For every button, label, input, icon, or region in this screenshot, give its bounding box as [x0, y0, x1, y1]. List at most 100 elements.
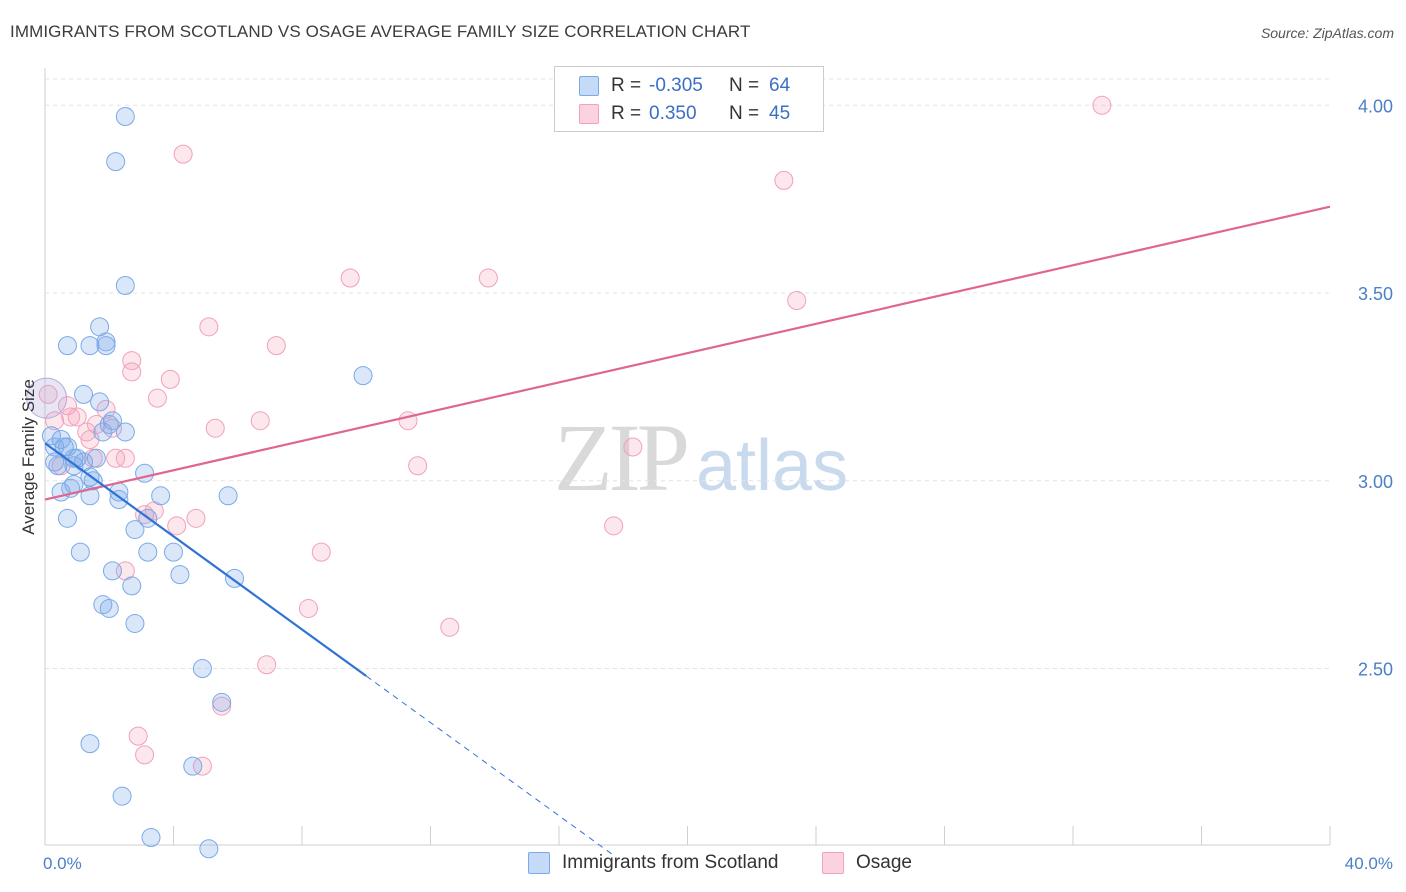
- osage-point: [45, 411, 65, 431]
- stats-legend-row-scotland: R = -0.305 N = 64: [579, 73, 790, 99]
- osage-point: [77, 422, 97, 442]
- scotland-point: [218, 486, 238, 506]
- scotland-point: [109, 490, 129, 510]
- trend-lines: [44, 205, 1331, 856]
- tick-labels: 2.50 3.00 3.50 4.00 0.0% 40.0%: [43, 96, 1393, 873]
- scotland-point: [199, 839, 219, 859]
- osage-point: [199, 317, 219, 337]
- scotland-point: [70, 542, 90, 562]
- osage-point: [38, 384, 58, 404]
- osage-legend-swatch: [822, 852, 844, 874]
- axes: [44, 68, 1331, 846]
- scotland-point: [125, 613, 145, 633]
- scotland-point: [57, 336, 77, 356]
- scotland-point: [125, 520, 145, 540]
- scotland-point: [83, 471, 103, 491]
- legend-label-scotland: Immigrants from Scotland: [562, 852, 779, 873]
- scotland-point: [57, 508, 77, 528]
- r-label: R =: [611, 103, 642, 124]
- scotland-point: [138, 542, 158, 562]
- scotland-point: [80, 336, 100, 356]
- n-value: 45: [769, 103, 791, 124]
- scotland-point: [57, 437, 77, 457]
- r-label: R =: [611, 75, 642, 96]
- scotland-point: [212, 692, 232, 712]
- scotland-point: [102, 411, 122, 431]
- osage-point: [440, 617, 460, 637]
- watermark-atlas: atlas: [696, 426, 849, 506]
- scotland-point: [192, 659, 212, 679]
- watermark-zip: ZIP: [554, 404, 690, 511]
- y-tick-label: 3.00: [1358, 472, 1393, 492]
- scotland-point: [151, 486, 171, 506]
- r-value: 0.350: [649, 103, 697, 124]
- osage-point: [298, 598, 318, 618]
- osage-points: [38, 95, 1112, 776]
- osage-point: [250, 411, 270, 431]
- zipatlas-watermark: ZIP atlas: [554, 402, 848, 513]
- chart-source: Source: ZipAtlas.com: [1260, 25, 1394, 41]
- n-value: 64: [769, 75, 791, 96]
- scotland-point: [74, 384, 94, 404]
- scotland-point: [45, 452, 65, 472]
- osage-point: [311, 542, 331, 562]
- scotland-point: [67, 448, 87, 468]
- scotland-point: [112, 786, 132, 806]
- osage-point: [604, 516, 624, 536]
- scotland-point: [102, 561, 122, 581]
- scotland-point: [99, 414, 119, 434]
- osage-point: [257, 655, 277, 675]
- n-label: N =: [729, 103, 760, 124]
- osage-point: [266, 336, 286, 356]
- scotland-point: [353, 366, 373, 386]
- osage-point: [67, 407, 87, 427]
- y-tick-label: 4.00: [1358, 96, 1393, 116]
- osage-point: [167, 516, 187, 536]
- osage-point: [787, 291, 807, 311]
- osage-point: [186, 508, 206, 528]
- osage-point: [96, 399, 116, 419]
- osage-point: [147, 388, 167, 408]
- chart-title: IMMIGRANTS FROM SCOTLAND VS OSAGE AVERAG…: [10, 22, 751, 41]
- scotland-point: [115, 107, 135, 127]
- scotland-trend-line: [44, 442, 367, 677]
- scotland-point: [90, 392, 110, 412]
- scotland-point: [141, 827, 161, 847]
- osage-point: [102, 418, 122, 438]
- scotland-legend-swatch: [528, 852, 550, 874]
- osage-point: [106, 448, 126, 468]
- scotland-points: [26, 107, 373, 859]
- osage-point: [478, 268, 498, 288]
- osage-point: [128, 726, 148, 746]
- scotland-point: [115, 276, 135, 296]
- scotland-point: [106, 152, 126, 172]
- osage-point: [160, 369, 180, 389]
- stats-legend: R = -0.305 N = 64 R = 0.350 N = 45: [554, 66, 824, 132]
- r-value: -0.305: [649, 75, 703, 96]
- osage-point: [623, 437, 643, 457]
- scotland-point: [99, 598, 119, 618]
- osage-point: [340, 268, 360, 288]
- scotland-point: [164, 542, 183, 562]
- x-tick-label: 0.0%: [43, 854, 82, 873]
- osage-point: [205, 418, 225, 438]
- osage-point: [122, 351, 142, 371]
- x-tick-label: 40.0%: [1345, 854, 1393, 873]
- osage-trend-line: [44, 205, 1331, 501]
- scotland-point: [93, 595, 113, 615]
- osage-point: [122, 362, 142, 382]
- series-legend: Immigrants from Scotland Osage: [0, 852, 1406, 878]
- osage-point: [61, 407, 81, 427]
- osage-point: [774, 170, 794, 190]
- osage-swatch: [579, 104, 599, 124]
- scotland-point: [122, 576, 142, 596]
- scotland-point: [115, 422, 135, 442]
- y-tick-label: 2.50: [1358, 660, 1393, 680]
- osage-point: [135, 745, 155, 765]
- legend-label-osage: Osage: [856, 852, 912, 873]
- legend-item-osage: Osage: [822, 852, 912, 874]
- scotland-point: [93, 422, 113, 442]
- scotland-point: [135, 463, 155, 483]
- osage-point: [173, 144, 193, 164]
